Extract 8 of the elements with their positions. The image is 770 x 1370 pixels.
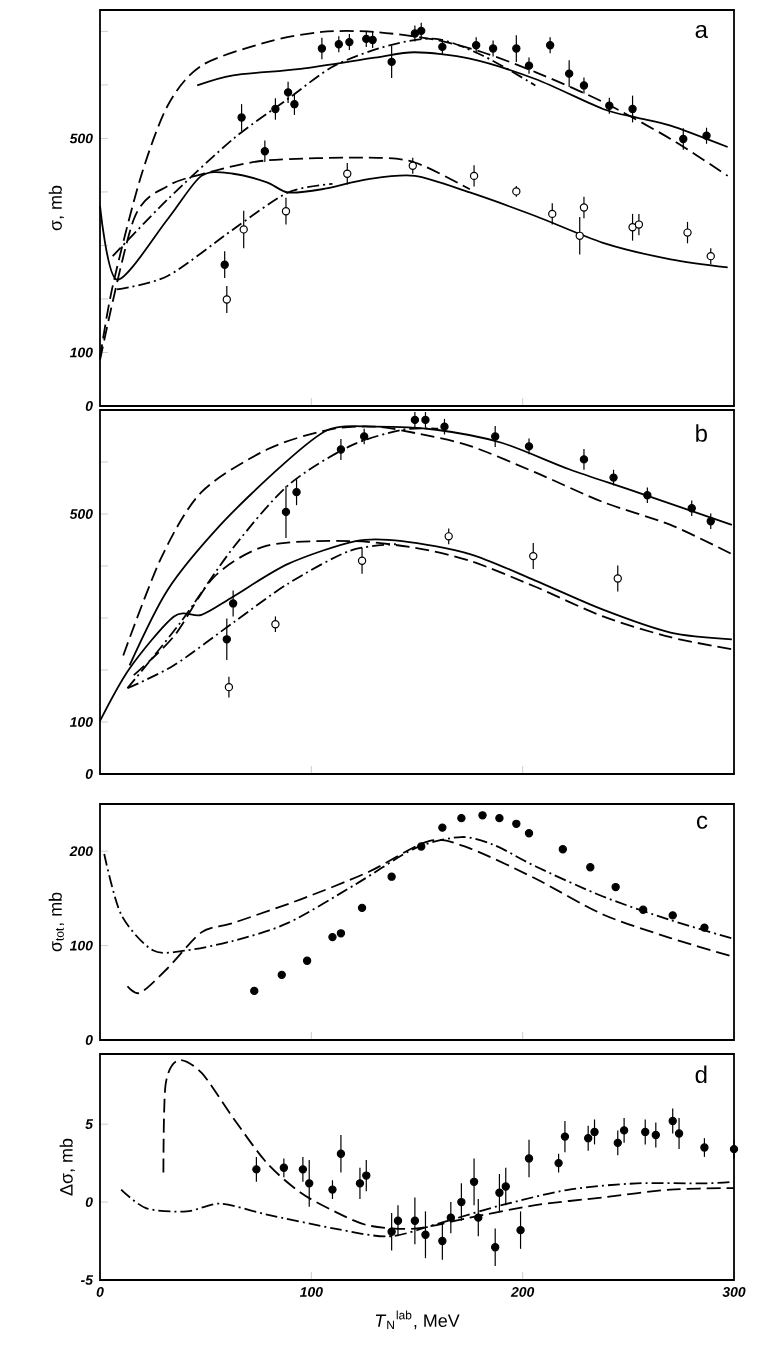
annotation: a [695, 24, 708, 39]
x-axis-title: T$_{N}$$^{lab}$, MeV [375, 1310, 460, 1330]
y-axis-title: σ$_{tot}$, mb [48, 892, 64, 952]
annotation: b [696, 424, 707, 442]
y-axis-title: Δσ, mb [59, 1138, 75, 1196]
annotation: d [695, 1065, 707, 1084]
annotation: c [696, 815, 708, 829]
y-axis-title: σ, mb [48, 185, 64, 231]
